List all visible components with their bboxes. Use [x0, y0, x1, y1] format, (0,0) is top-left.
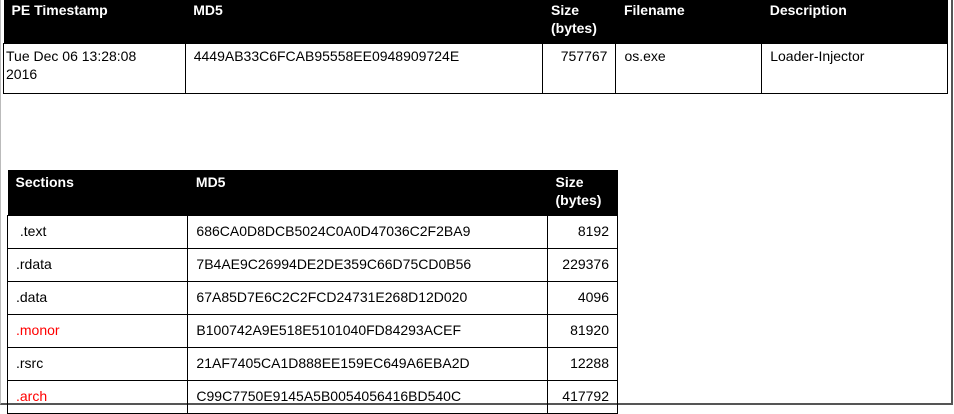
header-section-md5: MD5: [187, 170, 548, 216]
section-md5: 7B4AE9C26994DE2DE359C66D75CD0B56: [187, 248, 549, 282]
sections-body: .text 686CA0D8DCB5024C0A0D47036C2F2BA9 8…: [6, 215, 618, 414]
section-md5: B100742A9E518E5101040FD84293ACEF: [187, 314, 549, 348]
section-row: .text 686CA0D8DCB5024C0A0D47036C2F2BA9 8…: [6, 215, 618, 249]
section-row: .data 67A85D7E6C2C2FCD24731E268D12D020 4…: [6, 281, 618, 315]
section-md5: C99C7750E9145A5B0054056416BD540C: [187, 380, 549, 414]
header-size-line2: (bytes): [550, 20, 597, 36]
header-md5: MD5: [185, 0, 543, 44]
file-info-header-row: PE Timestamp MD5 Size (bytes) Filename De…: [3, 0, 948, 44]
section-size: 229376: [547, 248, 618, 282]
section-name: .data: [6, 281, 189, 315]
cell-md5: 4449AB33C6FCAB95558EE0948909724E: [184, 43, 544, 94]
header-pe-timestamp: PE Timestamp: [3, 0, 186, 44]
timestamp-line2: 2016: [6, 66, 38, 82]
header-description: Description: [761, 0, 948, 44]
section-size: 8192: [547, 215, 618, 249]
file-info-table: PE Timestamp MD5 Size (bytes) Filename De…: [3, 0, 948, 94]
section-row: .monor B100742A9E518E5101040FD84293ACEF …: [6, 314, 618, 348]
section-size: 12288: [547, 347, 618, 381]
header-sections: Sections: [7, 170, 188, 216]
file-info-row: Tue Dec 06 13:28:08 2016 4449AB33C6FCAB95…: [3, 43, 948, 94]
header-section-size: Size (bytes): [547, 170, 618, 216]
header-section-size-line1: Size: [555, 174, 584, 190]
section-row: .arch C99C7750E9145A5B0054056416BD540C 4…: [6, 380, 618, 414]
sections-table: Sections MD5 Size (bytes) .text 686CA0D8D…: [6, 170, 618, 414]
section-name: .arch: [6, 380, 189, 414]
cell-filename: os.exe: [615, 43, 763, 94]
header-size-line1: Size: [550, 2, 579, 18]
section-name: .rsrc: [6, 347, 189, 381]
section-name: .text: [6, 215, 189, 249]
section-name: .rdata: [6, 248, 189, 282]
timestamp-line1: Tue Dec 06 13:28:08: [6, 48, 137, 64]
cell-pe-timestamp: Tue Dec 06 13:28:08 2016: [3, 43, 186, 94]
header-section-size-line2: (bytes): [555, 192, 602, 208]
header-size: Size (bytes): [542, 0, 616, 44]
section-name: .monor: [6, 314, 189, 348]
cell-description: Loader-Injector: [761, 43, 948, 94]
section-size: 417792: [547, 380, 618, 414]
header-filename: Filename: [615, 0, 762, 44]
section-size: 81920: [547, 314, 618, 348]
section-md5: 67A85D7E6C2C2FCD24731E268D12D020: [187, 281, 549, 315]
section-md5: 21AF7405CA1D888EE159EC649A6EBA2D: [187, 347, 549, 381]
section-row: .rdata 7B4AE9C26994DE2DE359C66D75CD0B56 …: [6, 248, 618, 282]
sections-header-row: Sections MD5 Size (bytes): [7, 170, 618, 216]
section-size: 4096: [547, 281, 618, 315]
cell-size: 757767: [542, 43, 617, 94]
section-md5: 686CA0D8DCB5024C0A0D47036C2F2BA9: [187, 215, 549, 249]
section-row: .rsrc 21AF7405CA1D888EE159EC649A6EBA2D 1…: [6, 347, 618, 381]
